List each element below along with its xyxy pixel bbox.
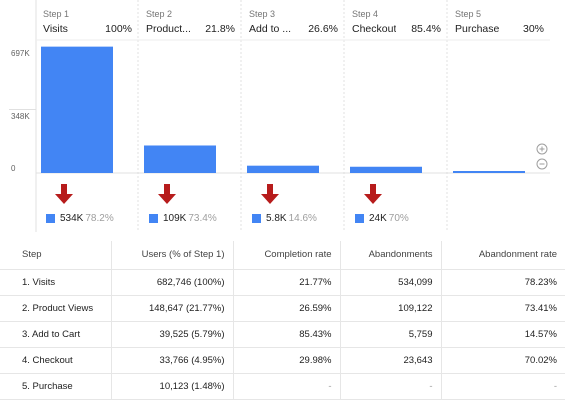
- dropoff-swatch: [355, 214, 364, 223]
- dropoff-value: 109K: [163, 213, 187, 224]
- cell-abandonment-rate: 73.41%: [440, 295, 565, 322]
- funnel-bar: [453, 171, 525, 173]
- step-number: Step 2: [146, 9, 173, 19]
- step-header[interactable]: Step 1 Visits 100%: [36, 0, 138, 40]
- table-row: 5. Purchase 10,123 (1.48%) - - -: [0, 373, 565, 400]
- dropoff-rate: 14.6%: [288, 213, 317, 224]
- table-header-row: Step Users (% of Step 1) Completion rate…: [0, 241, 565, 270]
- col-header-completion-rate[interactable]: Completion rate: [232, 241, 340, 270]
- cell-step: 5. Purchase: [0, 373, 111, 400]
- col-header-abandonment-rate[interactable]: Abandonment rate: [440, 241, 565, 270]
- step-header[interactable]: Step 3 Add to ... 26.6%: [242, 0, 344, 40]
- cell-step: 1. Visits: [0, 269, 111, 296]
- funnel-chart: 697K 348K 0 Step 1 Visits 100% Step 2 Produc…: [9, 0, 550, 232]
- dropoff-stat: 109K 73.4%: [149, 213, 217, 224]
- dropoff-stat: 5.8K 14.6%: [252, 213, 317, 224]
- y-tick-label: 697K: [11, 49, 30, 58]
- step-number: Step 1: [43, 9, 70, 19]
- dropoff-stat: 534K 78.2%: [46, 213, 114, 224]
- step-header[interactable]: Step 2 Product... 21.8%: [139, 0, 241, 40]
- cell-completion-rate: 29.98%: [232, 347, 340, 374]
- y-tick-label: 348K: [11, 112, 30, 121]
- step-conversion-pct: 85.4%: [411, 23, 441, 35]
- step-title: Checkout: [352, 23, 397, 35]
- cell-step: 2. Product Views: [0, 295, 111, 322]
- step-number: Step 5: [455, 9, 482, 19]
- down-arrow-icon: [55, 184, 73, 204]
- funnel-bar: [144, 145, 216, 173]
- step-conversion-pct: 30%: [522, 23, 544, 35]
- cell-users: 33,766 (4.95%): [110, 347, 233, 374]
- cell-abandonments: 5,759: [339, 321, 441, 348]
- funnel-bar: [247, 165, 319, 173]
- step-title: Product...: [146, 23, 191, 35]
- dropoff-value: 24K: [369, 213, 387, 224]
- cell-step: 4. Checkout: [0, 347, 111, 374]
- table-row: 1. Visits 682,746 (100%) 21.77% 534,099 …: [0, 269, 565, 296]
- dropoff-value: 534K: [60, 213, 84, 224]
- cell-users: 10,123 (1.48%): [110, 373, 233, 400]
- step-conversion-pct: 21.8%: [205, 23, 235, 35]
- table-row: 2. Product Views 148,647 (21.77%) 26.59%…: [0, 295, 565, 322]
- step-title: Visits: [43, 23, 68, 35]
- dropoff-rate: 78.2%: [85, 213, 114, 224]
- step-title: Add to ...: [249, 23, 292, 35]
- step-header[interactable]: Step 5 Purchase 30%: [448, 0, 550, 40]
- down-arrow-icon: [364, 184, 382, 204]
- cell-completion-rate: 21.77%: [232, 269, 340, 296]
- plus-circle-icon[interactable]: [536, 143, 548, 155]
- cell-abandonments: 23,643: [339, 347, 441, 374]
- step-header[interactable]: Step 4 Checkout 85.4%: [345, 0, 447, 40]
- cell-abandonments: 109,122: [339, 295, 441, 322]
- cell-abandonments: 534,099: [339, 269, 441, 296]
- cell-users: 148,647 (21.77%): [110, 295, 233, 322]
- y-tick-line: [9, 109, 36, 110]
- step-conversion-pct: 26.6%: [308, 23, 338, 35]
- col-header-users[interactable]: Users (% of Step 1): [110, 241, 233, 270]
- cell-abandonment-rate: 14.57%: [440, 321, 565, 348]
- dropoff-swatch: [46, 214, 55, 223]
- cell-step: 3. Add to Cart: [0, 321, 111, 348]
- dropoff-swatch: [252, 214, 261, 223]
- table-row: 3. Add to Cart 39,525 (5.79%) 85.43% 5,7…: [0, 321, 565, 348]
- table-row: 4. Checkout 33,766 (4.95%) 29.98% 23,643…: [0, 347, 565, 374]
- funnel-table: Step Users (% of Step 1) Completion rate…: [0, 241, 565, 400]
- cell-abandonments: -: [339, 373, 441, 400]
- dropoff-rate: 70%: [388, 213, 409, 224]
- dropoff-rate: 73.4%: [188, 213, 217, 224]
- funnel-svg: [35, 0, 550, 232]
- dropoff-swatch: [149, 214, 158, 223]
- minus-circle-icon[interactable]: [536, 158, 548, 170]
- step-conversion-pct: 100%: [105, 23, 132, 35]
- step-number: Step 3: [249, 9, 276, 19]
- step-title: Purchase: [455, 23, 500, 35]
- dropoff-value: 5.8K: [266, 213, 287, 224]
- col-header-step[interactable]: Step: [0, 241, 111, 270]
- y-tick-label: 0: [11, 164, 16, 173]
- cell-abandonment-rate: 70.02%: [440, 347, 565, 374]
- cell-users: 682,746 (100%): [110, 269, 233, 296]
- cell-abandonment-rate: 78.23%: [440, 269, 565, 296]
- cell-users: 39,525 (5.79%): [110, 321, 233, 348]
- funnel-bar: [350, 166, 422, 173]
- dropoff-stat: 24K 70%: [355, 213, 409, 224]
- cell-completion-rate: 85.43%: [232, 321, 340, 348]
- down-arrow-icon: [261, 184, 279, 204]
- col-header-abandonments[interactable]: Abandonments: [339, 241, 441, 270]
- cell-completion-rate: -: [232, 373, 340, 400]
- down-arrow-icon: [158, 184, 176, 204]
- cell-completion-rate: 26.59%: [232, 295, 340, 322]
- funnel-bar: [41, 46, 113, 173]
- step-number: Step 4: [352, 9, 379, 19]
- cell-abandonment-rate: -: [440, 373, 565, 400]
